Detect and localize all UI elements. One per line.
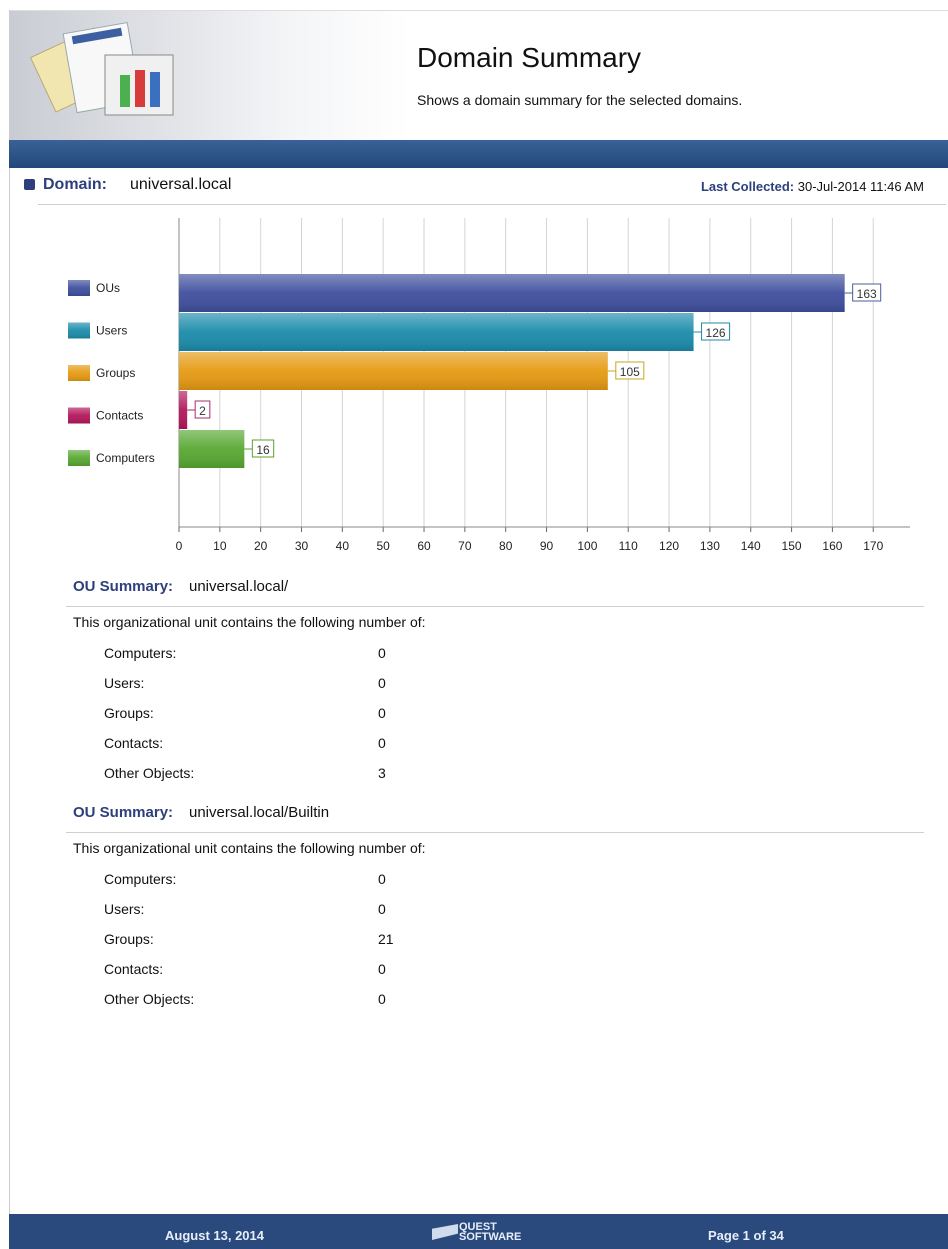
legend-label: Groups — [96, 366, 135, 380]
count-label: Computers: — [104, 645, 177, 661]
count-value: 0 — [378, 705, 386, 721]
count-label: Groups: — [104, 931, 154, 947]
bar-shine — [179, 430, 245, 468]
x-tick-label: 150 — [782, 539, 802, 553]
value-label-box — [251, 439, 275, 458]
value-label: 126 — [706, 326, 726, 340]
bar-shine — [179, 352, 608, 390]
x-tick-label: 100 — [577, 539, 597, 553]
legend-label: OUs — [96, 281, 120, 295]
x-tick-label: 60 — [417, 539, 431, 553]
x-tick-label: 0 — [176, 539, 183, 553]
bar-shine — [179, 391, 188, 429]
domain-name: universal.local — [130, 176, 232, 193]
page-border — [9, 10, 948, 11]
value-label-box — [852, 283, 882, 302]
bar-shine — [179, 313, 694, 351]
count-value: 0 — [378, 991, 386, 1007]
separator — [38, 204, 946, 205]
count-label: Contacts: — [104, 735, 164, 751]
bar-shine — [179, 274, 845, 312]
count-label: Contacts: — [104, 961, 164, 977]
ou-intro: This organizational unit contains the fo… — [73, 840, 426, 856]
ou-label: OU Summary: — [73, 578, 174, 595]
legend-swatch-shine — [68, 280, 90, 296]
header-band — [9, 140, 948, 168]
count-value: 0 — [378, 961, 386, 977]
value-label-box — [615, 361, 645, 380]
count-value: 3 — [378, 765, 386, 781]
x-tick-label: 120 — [659, 539, 679, 553]
count-value: 0 — [378, 901, 386, 917]
legend-swatch-shine — [68, 322, 90, 339]
count-label: Other Objects: — [104, 765, 195, 781]
ou-path: universal.local/Builtin — [189, 804, 330, 821]
count-value: 0 — [378, 735, 386, 751]
logo-line: SOFTWARE — [459, 1231, 522, 1243]
chart: 0 10 20 30 40 50 60 70 80 90 100 110 120 130 140 150 160… — [68, 218, 910, 553]
collected-date: 30-Jul-2014 11:46 AM — [797, 179, 924, 194]
x-tick-label: 130 — [700, 539, 720, 553]
footer-date: August 13, 2014 — [165, 1228, 264, 1243]
ou-label: OU Summary: — [73, 804, 174, 821]
value-label: 105 — [620, 365, 640, 379]
domain-label: Domain: — [43, 176, 107, 193]
x-tick-label: 70 — [458, 539, 472, 553]
x-tick-label: 90 — [540, 539, 554, 553]
value-label: 16 — [256, 443, 270, 457]
value-label-box — [194, 400, 211, 419]
legend-label: Computers — [96, 451, 155, 465]
x-tick-label: 40 — [336, 539, 350, 553]
count-label: Other Objects: — [104, 991, 195, 1007]
footer-logo: QUEST SOFTWARE — [459, 1221, 522, 1243]
report-title: Domain Summary — [417, 42, 642, 73]
x-tick-label: 80 — [499, 539, 513, 553]
x-tick-label: 20 — [254, 539, 268, 553]
count-value: 0 — [378, 871, 386, 887]
logo-mark — [432, 1224, 458, 1240]
x-tick-label: 160 — [822, 539, 842, 553]
value-label-box — [701, 322, 731, 341]
x-tick-label: 110 — [619, 539, 638, 553]
separator — [66, 832, 924, 833]
x-tick-label: 170 — [863, 539, 883, 553]
page-border — [9, 10, 10, 1214]
ou-path: universal.local/ — [189, 578, 289, 595]
separator — [66, 606, 924, 607]
x-tick-label: 50 — [377, 539, 391, 553]
legend-swatch-shine — [68, 407, 90, 424]
count-label: Groups: — [104, 705, 154, 721]
footer: August 13, 2014 QUEST SOFTWARE Page 1 of… — [9, 1214, 948, 1249]
count-label: Computers: — [104, 871, 177, 887]
value-label: 2 — [199, 404, 206, 418]
legend-swatch-shine — [68, 450, 90, 466]
collected-label: Last Collected: — [700, 179, 795, 194]
count-value: 0 — [378, 675, 386, 691]
x-tick-label: 140 — [741, 539, 761, 553]
ou-intro: This organizational unit contains the fo… — [73, 614, 426, 630]
count-label: Users: — [104, 901, 145, 917]
collapse-icon[interactable] — [24, 179, 35, 190]
count-label: Users: — [104, 675, 145, 691]
value-label: 163 — [857, 287, 877, 301]
legend-label: Contacts — [96, 409, 143, 423]
report-icon — [30, 21, 174, 116]
x-tick-label: 10 — [213, 539, 227, 553]
count-value: 21 — [378, 931, 394, 947]
footer-page: Page 1 of 34 — [708, 1228, 784, 1243]
logo-line: QUEST — [459, 1221, 497, 1233]
legend-label: Users — [96, 324, 127, 338]
x-tick-label: 30 — [295, 539, 309, 553]
count-value: 0 — [378, 645, 386, 661]
legend-swatch-shine — [68, 365, 90, 381]
report-subtitle: Shows a domain summary for the selected … — [417, 92, 743, 108]
